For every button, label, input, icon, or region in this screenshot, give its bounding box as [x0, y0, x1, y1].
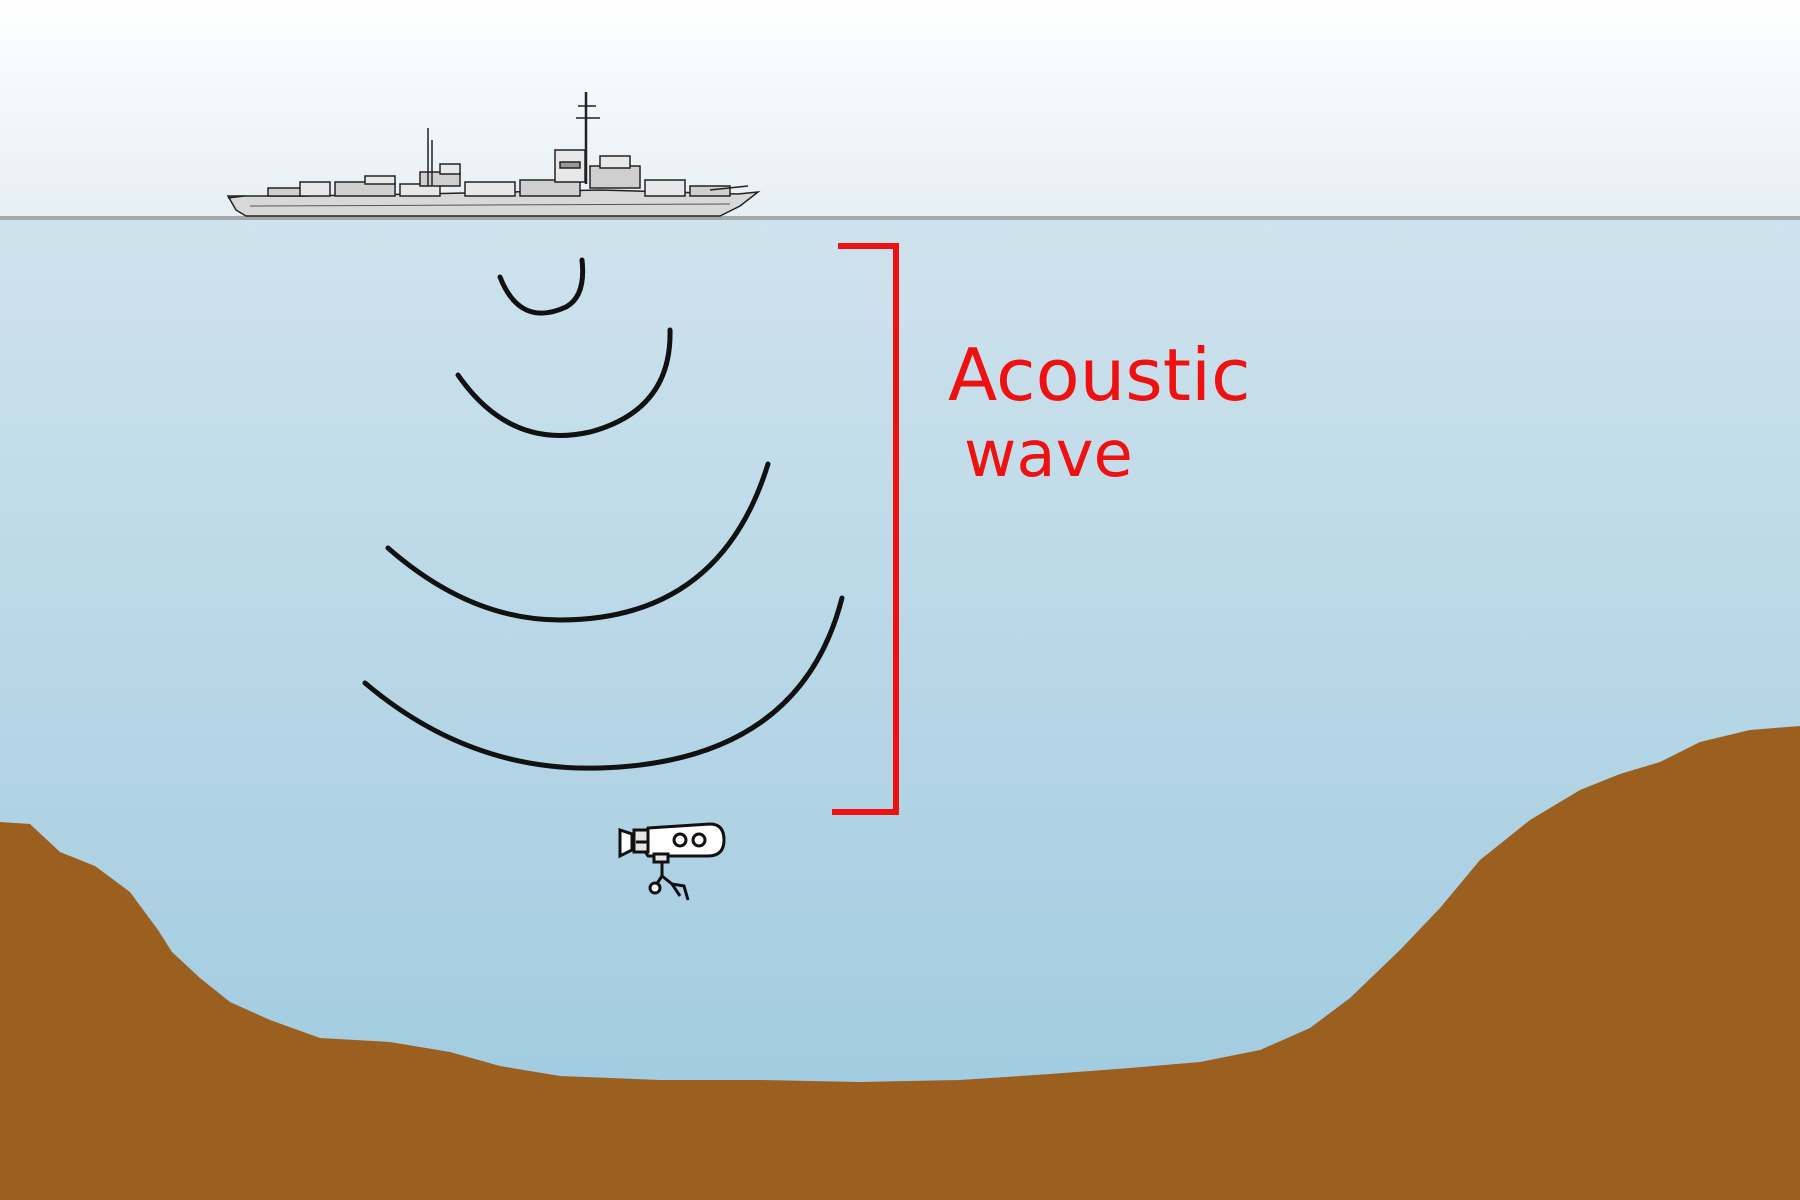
- waterline: [0, 216, 1800, 220]
- underwater-rov-icon: [618, 822, 726, 901]
- wave-arc-4: [362, 595, 845, 771]
- acoustic-wave-arcs: [362, 257, 845, 771]
- sky: [0, 0, 1800, 218]
- acoustic-wave-bracket: [832, 243, 899, 815]
- acoustic-wave-label-line1: Acoustic: [948, 333, 1251, 417]
- seabed: [0, 726, 1800, 1200]
- wave-arc-3: [385, 461, 771, 623]
- wave-arc-2: [455, 327, 673, 438]
- acoustic-wave-label-line2: wave: [964, 418, 1133, 492]
- ship-icon: [226, 92, 761, 217]
- wave-arc-1: [497, 257, 586, 316]
